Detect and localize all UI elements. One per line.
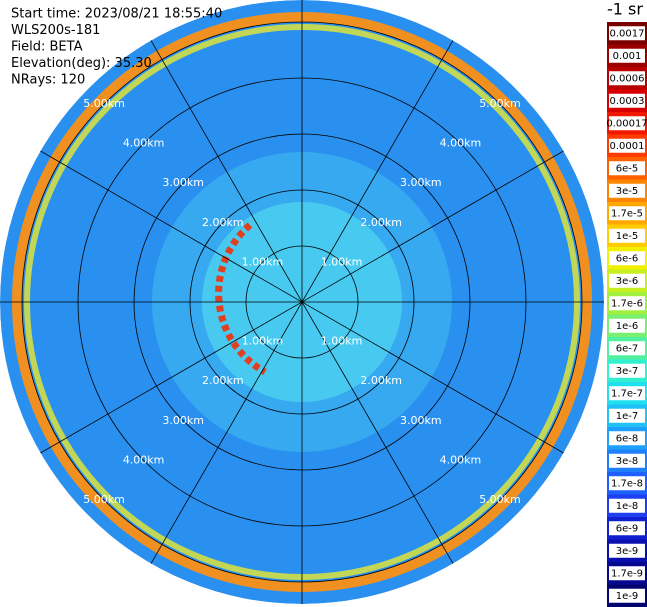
colorbar-label: 3e-5 — [616, 186, 639, 197]
colorbar-label-box — [609, 476, 645, 491]
range-ring-label: 3.00km — [162, 176, 204, 189]
range-ring — [77, 77, 527, 527]
colorbar: 0.0017 0.001 0.0006 0.0003 0.00017 0.0001 6e-5… — [606, 22, 647, 607]
colorbar-label: 3e-6 — [616, 276, 639, 287]
colorbar-label: 0.0001 — [610, 141, 645, 152]
range-ring-label: 3.00km — [400, 414, 442, 427]
colorbar-label: 6e-8 — [616, 433, 639, 444]
colorbar-label-box — [609, 206, 645, 221]
colorbar-label-box — [609, 588, 645, 603]
colorbar-label: 0.0006 — [610, 73, 645, 84]
colorbar-label-box — [609, 273, 645, 288]
cloud-arc — [215, 222, 267, 376]
colorbar-label-box — [609, 566, 645, 581]
range-ring-label: 2.00km — [202, 216, 244, 229]
colorbar-label: 3e-9 — [616, 546, 639, 557]
colorbar-label: 1e-5 — [616, 231, 639, 242]
colorbar-label: 0.00017 — [606, 118, 647, 129]
colorbar-label-box — [609, 183, 645, 198]
colorbar-label-box — [609, 26, 645, 41]
colorbar-label: 0.001 — [613, 51, 642, 62]
colorbar-label-box — [609, 71, 645, 86]
range-ring-label: 2.00km — [360, 374, 402, 387]
range-ring-label: 3.00km — [400, 176, 442, 189]
colorbar-label-box — [609, 251, 645, 266]
colorbar-title: -1 sr — [607, 0, 643, 19]
colorbar-label-box — [609, 161, 645, 176]
colorbar-label-box — [609, 138, 645, 153]
range-ring — [21, 21, 583, 583]
colorbar-label-box — [609, 453, 645, 468]
range-ring-label: 2.00km — [360, 216, 402, 229]
colorbar-label: 1.7e-6 — [611, 298, 643, 309]
colorbar-label: 3e-8 — [616, 456, 639, 467]
colorbar-label-box — [609, 363, 645, 378]
colorbar-label: 0.0003 — [610, 96, 645, 107]
range-ring-label: 1.00km — [242, 335, 284, 348]
colorbar-label: 1e-7 — [616, 411, 639, 422]
colorbar-label-box — [609, 386, 645, 401]
range-ring — [133, 133, 471, 471]
colorbar-label: 6e-7 — [616, 343, 639, 354]
colorbar-label: 1.7e-9 — [611, 568, 643, 579]
colorbar-label-box — [609, 498, 645, 513]
info-line: Field: BETA — [11, 40, 83, 55]
colorbar-label: 6e-5 — [616, 163, 639, 174]
colorbar-label-box — [609, 93, 645, 108]
colorbar-label: 0.0017 — [610, 28, 645, 39]
colorbar-label-box — [609, 296, 645, 311]
range-ring-label: 4.00km — [123, 137, 165, 150]
colorbar-label-box — [609, 543, 645, 558]
colorbar-label-box — [609, 408, 645, 423]
colorbar-label: 1e-9 — [616, 591, 639, 602]
colorbar-label-box — [609, 48, 645, 63]
range-ring-label: 5.00km — [479, 493, 521, 506]
range-ring-label: 1.00km — [321, 335, 363, 348]
info-line: Start time: 2023/08/21 18:55:40 — [11, 7, 222, 22]
info-line: NRays: 120 — [11, 73, 85, 88]
colorbar-label: 1.7e-8 — [611, 478, 643, 489]
colorbar-label-box — [609, 318, 645, 333]
range-ring-label: 1.00km — [321, 255, 363, 268]
polar-grid: 1.00km 1.00km 1.00km 1.00km 2.00km 2.00km 2.00… — [0, 0, 604, 604]
spoke — [40, 150, 564, 454]
colorbar-label: 6e-6 — [616, 253, 639, 264]
colorbar-label-box — [609, 431, 645, 446]
range-ring-label: 5.00km — [83, 493, 125, 506]
colorbar-label-box — [609, 341, 645, 356]
colorbar-label-box — [609, 228, 645, 243]
range-ring-label: 4.00km — [123, 453, 165, 466]
range-ring-label: 4.00km — [440, 137, 482, 150]
range-ring-label: 4.00km — [440, 453, 482, 466]
range-ring-label: 5.00km — [83, 97, 125, 110]
range-ring-label: 1.00km — [242, 255, 284, 268]
range-ring-label: 2.00km — [202, 374, 244, 387]
colorbar-label-box — [609, 116, 645, 131]
colorbar-label: 1.7e-7 — [611, 388, 643, 399]
range-ring — [245, 245, 359, 359]
colorbar-label: 1e-8 — [616, 501, 639, 512]
range-ring — [189, 189, 415, 415]
colorbar-label-box — [609, 521, 645, 536]
colorbar-label: 1.7e-5 — [611, 208, 643, 219]
info-line: Elevation(deg): 35.30 — [11, 56, 152, 71]
colorbar-label: 6e-9 — [616, 523, 639, 534]
info-block: Start time: 2023/08/21 18:55:40WLS200s-1… — [11, 7, 222, 88]
range-ring-label: 3.00km — [162, 414, 204, 427]
colorbar-label: 3e-7 — [616, 366, 639, 377]
colorbar-label: 1e-6 — [616, 321, 639, 332]
range-ring-label: 5.00km — [479, 97, 521, 110]
info-line: WLS200s-181 — [11, 23, 100, 38]
